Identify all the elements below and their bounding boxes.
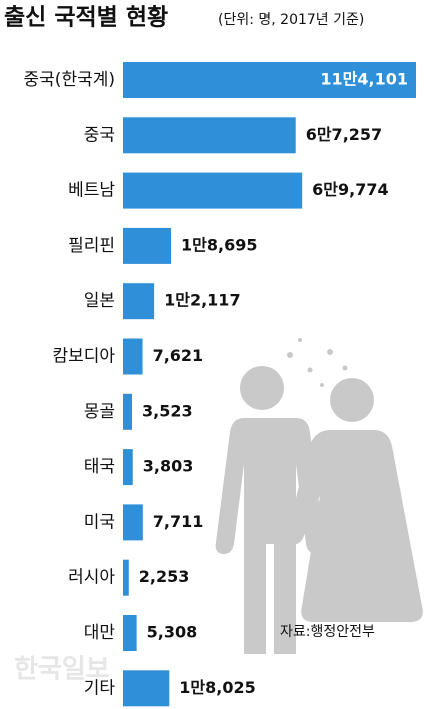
category-label: 대만 [84, 623, 116, 643]
value-label: 3,803 [143, 457, 194, 476]
category-label: 중국 [84, 125, 115, 145]
watermark: 한국일보 [14, 655, 110, 685]
value-label: 1만8,695 [181, 235, 257, 254]
value-label: 7,711 [153, 512, 204, 531]
bar [123, 117, 296, 154]
bar [123, 227, 172, 264]
bar [123, 670, 170, 707]
category-label: 베트남 [68, 181, 115, 201]
value-label: 1만8,025 [179, 678, 255, 697]
value-label: 6만9,774 [312, 180, 388, 199]
value-label: 7,621 [153, 346, 204, 365]
category-label: 기타 [84, 678, 116, 698]
value-label: 3,523 [142, 401, 193, 420]
value-label: 6만7,257 [306, 125, 382, 144]
category-label: 몽골 [84, 402, 115, 422]
couple-illustration [215, 338, 423, 654]
category-label: 일본 [84, 291, 115, 311]
source: 자료:행정안전부 [280, 624, 375, 640]
category-label: 중국(한국계) [24, 70, 115, 90]
category-label: 필리핀 [68, 236, 115, 256]
category-label: 러시아 [68, 568, 115, 588]
value-label: 2,253 [139, 567, 190, 586]
bar [123, 172, 303, 209]
bar [123, 449, 133, 486]
value-label: 11만4,101 [320, 70, 408, 89]
bar [123, 338, 143, 375]
category-label: 태국 [84, 457, 115, 477]
bar [123, 393, 133, 430]
bar [123, 504, 143, 541]
value-label: 1만2,117 [164, 291, 240, 310]
bar [123, 62, 416, 98]
bar [123, 559, 129, 596]
chart-title: 출신 국적별 현황 [4, 5, 168, 31]
bar [123, 283, 155, 320]
category-label: 캄보디아 [52, 347, 115, 367]
value-label: 5,308 [147, 623, 198, 642]
chart-subtitle: (단위: 명, 2017년 기준) [218, 12, 364, 28]
bar [123, 615, 137, 651]
category-label: 미국 [84, 512, 115, 532]
